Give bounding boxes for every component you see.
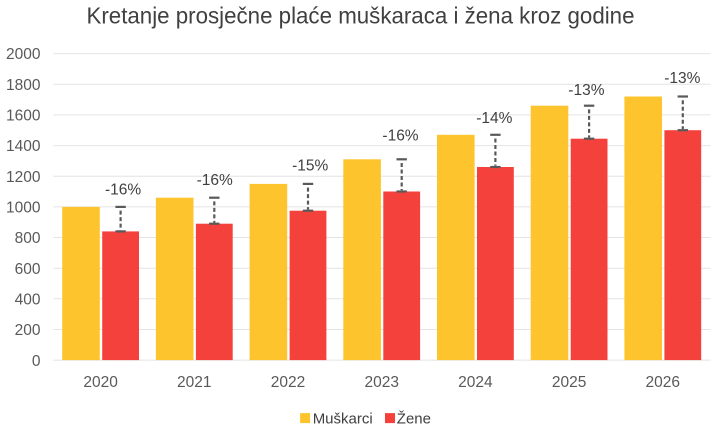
svg-text:-14%: -14% (476, 110, 512, 127)
svg-text:600: 600 (15, 261, 41, 278)
svg-text:0: 0 (32, 353, 41, 370)
svg-text:1600: 1600 (6, 108, 41, 125)
svg-text:2021: 2021 (177, 374, 211, 391)
svg-text:2000: 2000 (6, 46, 41, 63)
svg-text:1200: 1200 (6, 169, 41, 186)
svg-text:-16%: -16% (197, 172, 233, 189)
svg-text:2026: 2026 (646, 374, 680, 391)
svg-text:2020: 2020 (83, 374, 118, 391)
svg-text:2022: 2022 (271, 374, 305, 391)
svg-text:400: 400 (15, 291, 41, 308)
svg-text:200: 200 (15, 322, 41, 339)
svg-text:-16%: -16% (382, 127, 418, 144)
svg-text:-13%: -13% (568, 82, 604, 99)
svg-text:-15%: -15% (292, 157, 328, 174)
svg-text:800: 800 (15, 230, 41, 247)
svg-text:1400: 1400 (6, 138, 41, 155)
svg-text:Muškarci: Muškarci (313, 410, 373, 427)
svg-text:2024: 2024 (458, 374, 493, 391)
svg-text:2023: 2023 (364, 374, 398, 391)
svg-text:1000: 1000 (6, 200, 41, 217)
svg-text:Kretanje prosječne plaće muška: Kretanje prosječne plaće muškaraca i žen… (87, 2, 635, 28)
svg-text:1800: 1800 (6, 77, 41, 94)
svg-text:Žene: Žene (397, 410, 431, 427)
svg-text:-13%: -13% (664, 70, 700, 87)
svg-text:2025: 2025 (552, 374, 586, 391)
svg-text:-16%: -16% (105, 181, 141, 198)
